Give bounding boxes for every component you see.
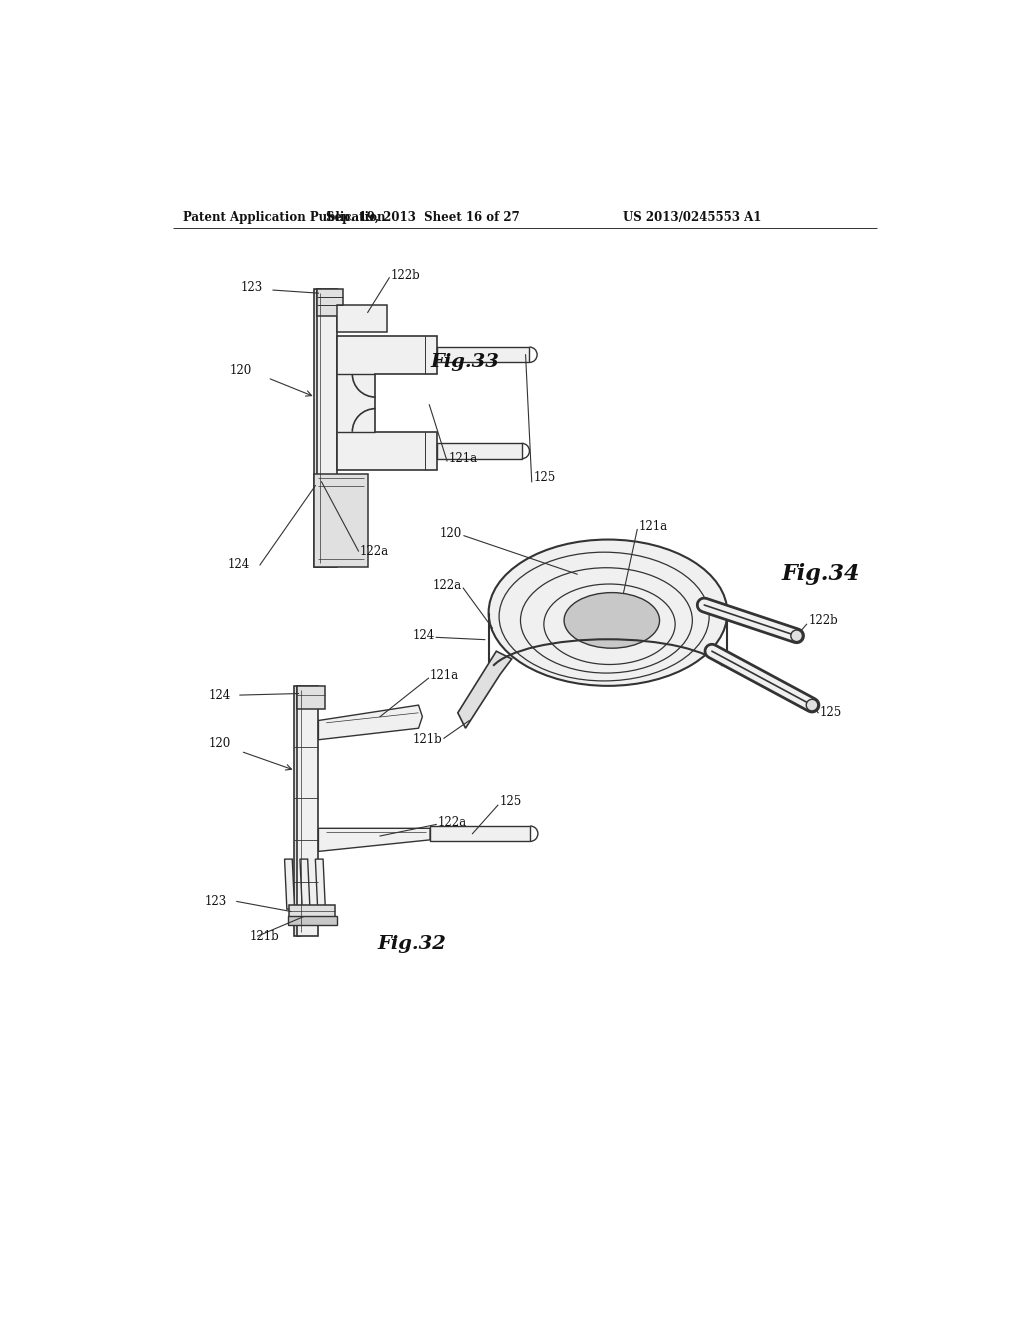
Text: 121b: 121b xyxy=(250,929,280,942)
Text: 125: 125 xyxy=(819,706,842,719)
Text: 124: 124 xyxy=(413,630,435,643)
Text: 121a: 121a xyxy=(449,453,477,465)
Text: 120: 120 xyxy=(230,363,252,376)
Ellipse shape xyxy=(564,593,659,648)
Bar xyxy=(313,289,319,566)
Text: 123: 123 xyxy=(241,281,263,294)
Text: 125: 125 xyxy=(500,795,521,808)
Text: 120: 120 xyxy=(209,737,230,750)
Text: 121b: 121b xyxy=(413,733,442,746)
Text: 121a: 121a xyxy=(430,669,459,682)
Text: 122a: 122a xyxy=(360,545,389,557)
Polygon shape xyxy=(318,829,430,851)
Bar xyxy=(430,826,530,841)
Ellipse shape xyxy=(791,630,803,642)
Text: Patent Application Publication: Patent Application Publication xyxy=(183,211,385,224)
Bar xyxy=(289,906,336,919)
Text: 123: 123 xyxy=(205,895,226,908)
Text: Fig.34: Fig.34 xyxy=(781,564,860,585)
Bar xyxy=(337,305,387,331)
Text: 124: 124 xyxy=(227,558,250,572)
Text: 122a: 122a xyxy=(432,579,462,593)
Bar xyxy=(316,289,343,317)
Bar xyxy=(297,686,318,936)
Bar xyxy=(316,289,337,566)
Polygon shape xyxy=(337,335,437,470)
Polygon shape xyxy=(458,651,512,729)
Text: 120: 120 xyxy=(439,527,462,540)
Text: 122b: 122b xyxy=(391,269,421,282)
Text: Fig.32: Fig.32 xyxy=(377,935,445,953)
Text: 121a: 121a xyxy=(639,520,668,533)
Bar xyxy=(297,686,325,709)
Text: 122b: 122b xyxy=(808,614,838,627)
Text: US 2013/0245553 A1: US 2013/0245553 A1 xyxy=(624,211,762,224)
Bar xyxy=(437,444,521,459)
Text: 124: 124 xyxy=(209,689,230,702)
Bar xyxy=(313,474,368,566)
Ellipse shape xyxy=(806,700,818,711)
Bar xyxy=(437,347,529,363)
Text: Sep. 19, 2013  Sheet 16 of 27: Sep. 19, 2013 Sheet 16 of 27 xyxy=(327,211,520,224)
Text: 125: 125 xyxy=(534,471,555,484)
Polygon shape xyxy=(300,859,310,909)
Polygon shape xyxy=(318,705,422,739)
Bar xyxy=(288,916,337,925)
Text: 122a: 122a xyxy=(438,816,467,829)
Polygon shape xyxy=(315,859,326,909)
Polygon shape xyxy=(285,859,295,909)
Text: Fig.33: Fig.33 xyxy=(431,354,500,371)
Bar xyxy=(294,686,300,936)
Ellipse shape xyxy=(488,540,727,686)
